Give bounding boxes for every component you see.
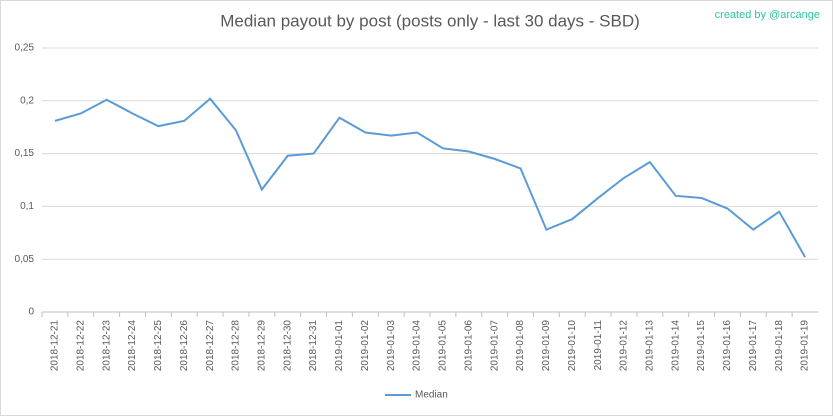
x-tick-label: 2019-01-07 <box>489 320 500 372</box>
y-tick-label: 0,05 <box>15 254 35 265</box>
x-tick-label: 2018-12-28 <box>231 320 242 372</box>
x-tick-label: 2019-01-12 <box>619 320 630 372</box>
x-tick-label: 2019-01-14 <box>670 320 681 372</box>
x-tick-label: 2019-01-03 <box>386 320 397 372</box>
x-tick-label: 2018-12-24 <box>127 320 138 372</box>
x-tick-label: 2019-01-17 <box>748 320 759 372</box>
annotation: created by @arcange <box>715 9 820 21</box>
x-tick-label: 2018-12-26 <box>179 320 190 372</box>
x-tick-label: 2019-01-02 <box>360 320 371 372</box>
x-tick-label: 2019-01-13 <box>645 320 656 372</box>
legend-label: Median <box>415 390 448 401</box>
x-tick-label: 2019-01-01 <box>334 320 345 372</box>
x-tick-label: 2018-12-23 <box>101 320 112 372</box>
x-tick-label: 2019-01-06 <box>463 320 474 372</box>
x-tick-label: 2019-01-08 <box>515 320 526 372</box>
x-tick-label: 2019-01-04 <box>412 320 423 372</box>
y-tick-label: 0,25 <box>15 43 35 54</box>
x-tick-label: 2019-01-15 <box>696 320 707 372</box>
line-series <box>54 97 806 258</box>
x-tick-label: 2019-01-16 <box>722 320 733 372</box>
y-tick-label: 0 <box>28 307 34 318</box>
x-tick-label: 2019-01-09 <box>541 320 552 372</box>
x-tick-label: 2019-01-11 <box>593 320 604 371</box>
x-tick-label: 2018-12-30 <box>282 320 293 372</box>
x-tick-label: 2018-12-22 <box>75 320 86 372</box>
y-tick-label: 0,15 <box>15 148 35 159</box>
x-tick-label: 2018-12-31 <box>308 320 319 372</box>
y-tick-label: 0,2 <box>20 95 34 106</box>
x-tick-label: 2018-12-27 <box>205 320 216 372</box>
x-tick-label: 2018-12-29 <box>257 320 268 372</box>
chart-title: Median payout by post (posts only - last… <box>220 11 640 30</box>
x-tick-label: 2019-01-19 <box>800 320 811 372</box>
y-tick-label: 0,1 <box>20 201 34 212</box>
x-tick-label: 2018-12-21 <box>50 320 61 372</box>
x-tick-label: 2019-01-18 <box>774 320 785 372</box>
x-tick-label: 2019-01-10 <box>567 320 578 372</box>
x-tick-label: 2019-01-05 <box>438 320 449 372</box>
x-tick-label: 2018-12-25 <box>153 320 164 372</box>
